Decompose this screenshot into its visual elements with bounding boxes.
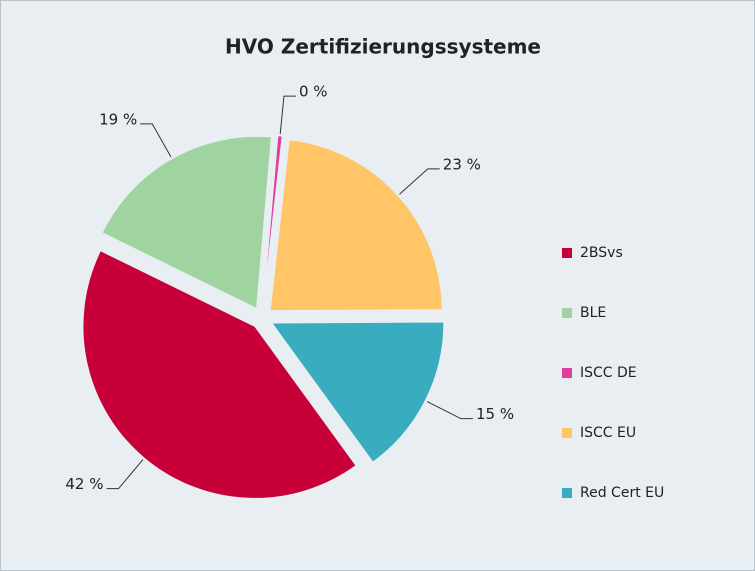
leader-line <box>106 459 144 490</box>
data-label: 0 % <box>299 83 328 101</box>
leader-line <box>279 95 296 134</box>
legend-label: ISCC DE <box>580 365 637 381</box>
pie-slice <box>262 135 283 308</box>
legend-label: ISCC EU <box>580 425 636 441</box>
pie-slice <box>269 139 443 312</box>
leader-line <box>399 168 440 195</box>
data-label: 15 % <box>476 405 514 423</box>
legend-swatch <box>562 308 572 318</box>
legend-label: BLE <box>580 305 606 321</box>
pie-slice <box>82 250 357 499</box>
data-label: 23 % <box>443 155 481 173</box>
pie-slice <box>270 321 445 463</box>
legend-label: 2BSvs <box>580 245 623 261</box>
pie-slice <box>101 135 272 310</box>
leader-line <box>426 401 473 420</box>
legend-label: Red Cert EU <box>580 485 664 501</box>
legend-swatch <box>562 428 572 438</box>
leader-line <box>140 123 172 158</box>
data-label: 42 % <box>65 475 103 493</box>
chart-title: HVO Zertifizierungssysteme <box>225 35 541 59</box>
data-label: 19 % <box>99 110 137 128</box>
legend-swatch <box>562 368 572 378</box>
legend-swatch <box>562 488 572 498</box>
legend-swatch <box>562 248 572 258</box>
